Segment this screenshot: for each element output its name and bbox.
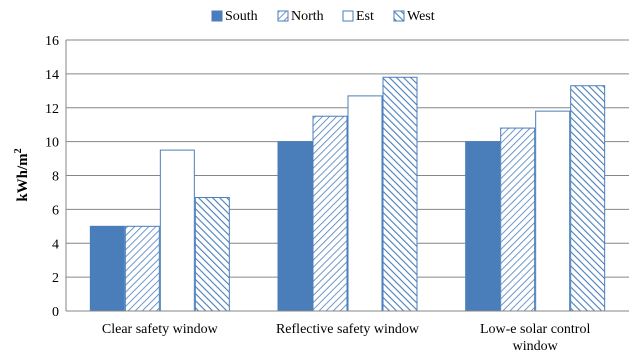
bar-west-0: [194, 197, 230, 312]
bar-est-2: [535, 110, 571, 312]
legend-label: North: [291, 9, 324, 24]
x-tick-labels: Clear safety window Reflective safety win…: [102, 322, 591, 354]
legend-item-est: Est: [342, 9, 374, 24]
y-tick-label: 10: [45, 136, 59, 151]
legend-label: Est: [356, 9, 374, 24]
y-tick-label: 6: [52, 203, 59, 218]
bar-est-0: [159, 149, 195, 312]
y-tick-label: 0: [52, 305, 59, 320]
y-tick-label: 16: [45, 34, 59, 49]
legend-swatch: [342, 10, 354, 22]
bar-north-2: [500, 127, 536, 312]
bar-south-0: [89, 225, 125, 312]
bar-est-1: [347, 95, 383, 312]
legend-label: South: [225, 9, 258, 24]
x-tick-label: Reflective safety window: [276, 322, 420, 337]
x-tick-label: Low-e solar control window: [480, 322, 591, 354]
bar-north-0: [124, 225, 160, 312]
axes: [65, 40, 629, 312]
legend-label: West: [407, 9, 435, 24]
y-tick-label: 12: [45, 102, 59, 117]
legend-swatch: [393, 10, 405, 22]
legend-item-south: South: [211, 9, 258, 24]
legend-item-north: North: [277, 9, 324, 24]
bar-north-1: [312, 115, 348, 312]
bar-south-2: [465, 141, 501, 312]
y-tick-label: 2: [52, 271, 59, 286]
y-tick-label: 8: [52, 170, 59, 185]
y-axis-label: kWh/m2: [13, 148, 31, 201]
legend-swatch: [211, 10, 223, 22]
y-tick-label: 14: [45, 68, 59, 83]
x-tick-label: Clear safety window: [102, 322, 219, 337]
y-tick-labels: 0 2 4 6 8 10 12 14 16: [45, 34, 59, 320]
bars: [89, 76, 606, 312]
bar-south-1: [277, 141, 313, 312]
legend-item-west: West: [393, 9, 435, 24]
bar-west-1: [382, 76, 418, 312]
legend: South North Est West: [211, 9, 435, 24]
bar-west-2: [570, 85, 606, 312]
legend-swatch: [277, 10, 289, 22]
y-tick-label: 4: [52, 237, 59, 252]
